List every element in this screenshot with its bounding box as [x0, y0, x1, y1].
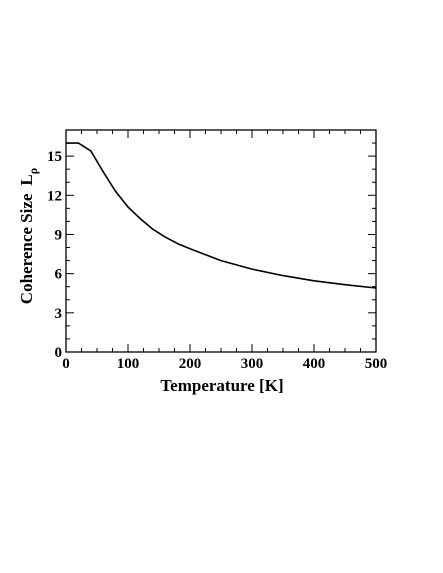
x-axis-label: Temperature [K]	[160, 376, 283, 395]
x-tick-label: 300	[241, 356, 264, 372]
x-tick-label: 100	[117, 356, 140, 372]
x-tick-label: 400	[303, 356, 326, 372]
y-tick-label: 9	[55, 227, 63, 243]
series-line	[66, 142, 377, 289]
axes: 0 100 200 300 400 500 0 3 6 9 12 15	[47, 129, 388, 372]
y-axis-label-text: Coherence Size	[17, 193, 36, 304]
y-axis-label-symbol: L	[17, 174, 36, 185]
y-tick-label: 0	[55, 345, 63, 361]
plot-area	[66, 142, 377, 289]
y-axis-label-subscript: ρ	[26, 168, 40, 174]
x-tick-label: 500	[365, 356, 388, 372]
y-tick-label: 12	[47, 188, 62, 204]
y-tick-label: 15	[47, 149, 62, 165]
y-tick-label: 6	[55, 267, 63, 283]
x-tick-label: 0	[62, 356, 70, 372]
x-tick-label: 200	[179, 356, 202, 372]
y-axis-label: Coherence Size Lρ	[17, 168, 40, 304]
y-tick-label: 3	[55, 306, 63, 322]
plot-frame	[65, 129, 377, 353]
